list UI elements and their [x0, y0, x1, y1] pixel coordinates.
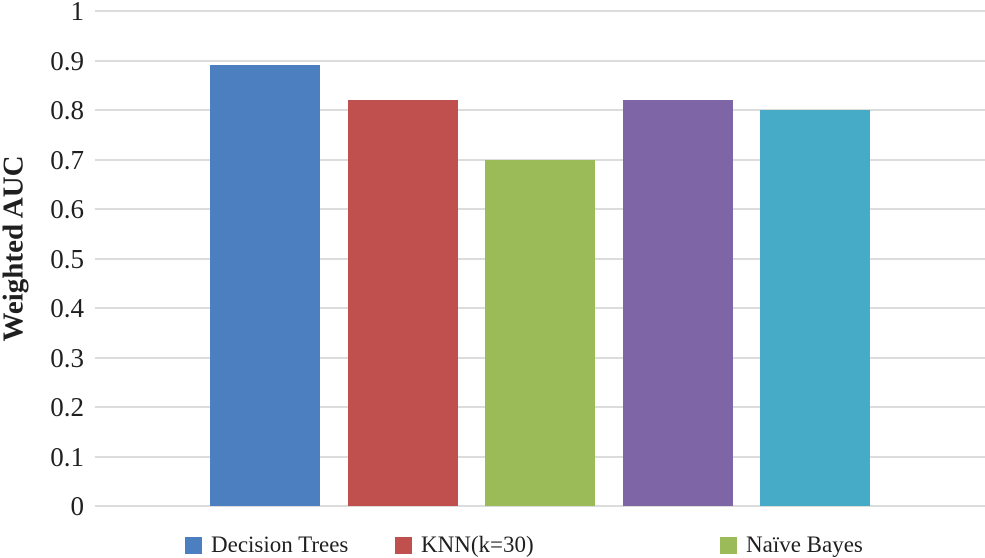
gridline	[95, 10, 985, 12]
legend-swatch-icon	[720, 536, 737, 554]
legend-swatch-icon	[185, 536, 202, 554]
y-tick-label: 0.7	[50, 144, 84, 175]
bar-series-5	[760, 110, 870, 506]
y-tick-label: 0	[70, 491, 85, 521]
legend-swatch-icon	[395, 536, 412, 554]
legend-item: KNN(k=30)	[395, 532, 534, 558]
bar-series-4	[622, 100, 733, 506]
legend-label: Decision Trees	[211, 532, 349, 557]
y-tick-label: 1	[70, 0, 85, 26]
y-tick-label: 0.5	[50, 243, 84, 274]
bar-knn-k-30	[347, 100, 458, 506]
y-tick-label: 0.9	[50, 45, 84, 76]
y-tick-label: 0.2	[50, 392, 84, 422]
y-tick-label: 0.8	[50, 95, 84, 125]
gridline	[95, 505, 985, 507]
bar-decision-trees	[210, 65, 320, 506]
gridline	[95, 59, 985, 62]
plot-area	[95, 0, 985, 558]
y-tick-label: 0.4	[50, 293, 84, 323]
gridline	[95, 109, 985, 111]
legend-label: Naïve Bayes	[746, 532, 863, 557]
legend-item: Decision Trees	[185, 532, 348, 558]
y-tick-label: 0.1	[50, 441, 84, 472]
y-tick-label: 0.6	[50, 194, 84, 224]
bar-na-ve-bayes	[485, 159, 595, 506]
legend-label: KNN(k=30)	[421, 532, 534, 557]
legend-item: Naïve Bayes	[720, 532, 863, 558]
y-tick-label: 0.3	[50, 342, 84, 373]
